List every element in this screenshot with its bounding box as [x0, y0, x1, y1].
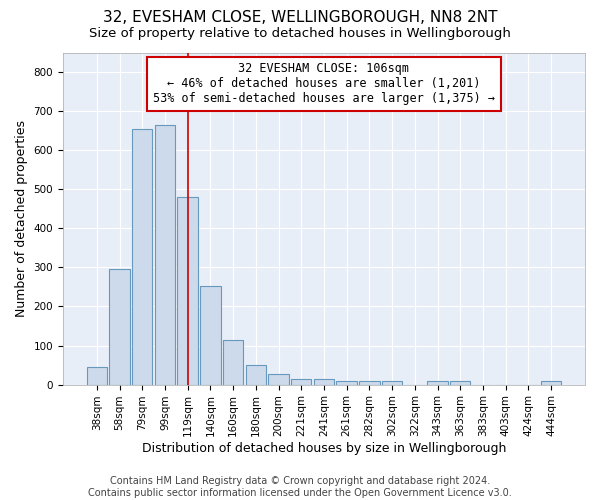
Bar — [86, 367, 107, 384]
Bar — [132, 128, 152, 384]
Bar — [291, 378, 311, 384]
Bar — [245, 365, 266, 384]
Bar — [268, 374, 289, 384]
Bar — [155, 125, 175, 384]
Bar — [314, 378, 334, 384]
Text: 32, EVESHAM CLOSE, WELLINGBOROUGH, NN8 2NT: 32, EVESHAM CLOSE, WELLINGBOROUGH, NN8 2… — [103, 10, 497, 25]
Text: Contains HM Land Registry data © Crown copyright and database right 2024.
Contai: Contains HM Land Registry data © Crown c… — [88, 476, 512, 498]
Bar — [223, 340, 244, 384]
Bar — [359, 382, 380, 384]
Bar — [337, 382, 357, 384]
Bar — [427, 382, 448, 384]
Text: Size of property relative to detached houses in Wellingborough: Size of property relative to detached ho… — [89, 28, 511, 40]
Bar — [109, 270, 130, 384]
Bar — [382, 382, 403, 384]
Bar — [200, 286, 221, 384]
Bar — [450, 382, 470, 384]
Bar — [178, 197, 198, 384]
Bar — [541, 382, 561, 384]
X-axis label: Distribution of detached houses by size in Wellingborough: Distribution of detached houses by size … — [142, 442, 506, 455]
Text: 32 EVESHAM CLOSE: 106sqm
← 46% of detached houses are smaller (1,201)
53% of sem: 32 EVESHAM CLOSE: 106sqm ← 46% of detach… — [153, 62, 495, 106]
Y-axis label: Number of detached properties: Number of detached properties — [15, 120, 28, 317]
